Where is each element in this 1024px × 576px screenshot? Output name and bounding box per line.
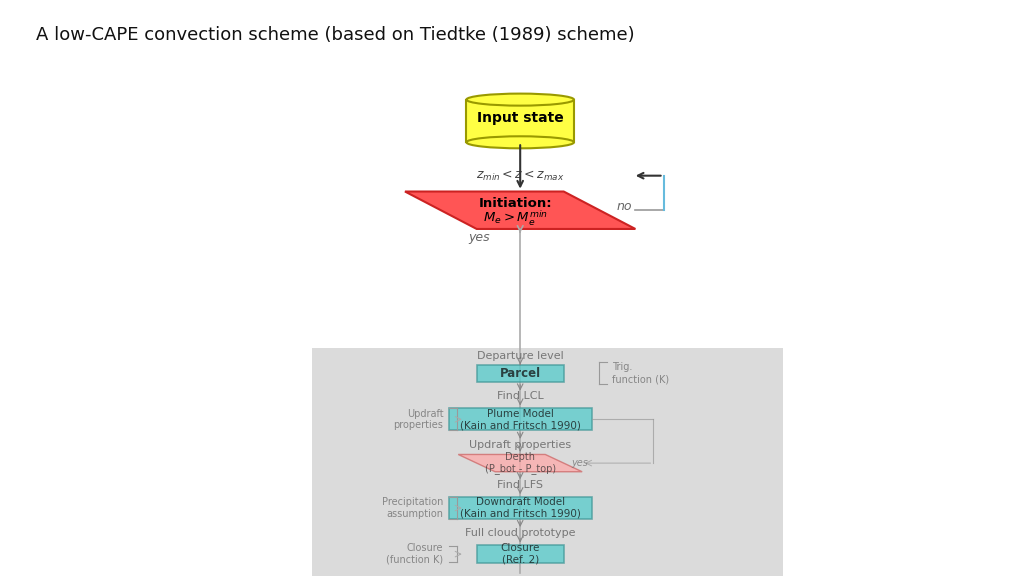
FancyBboxPatch shape bbox=[477, 545, 563, 563]
FancyBboxPatch shape bbox=[449, 408, 592, 430]
Text: no: no bbox=[616, 200, 632, 213]
Ellipse shape bbox=[467, 137, 573, 149]
Text: Depth
(P_bot - P_top): Depth (P_bot - P_top) bbox=[484, 452, 556, 475]
Polygon shape bbox=[459, 454, 582, 472]
Text: Closure
(function K): Closure (function K) bbox=[386, 543, 443, 565]
Text: Updraft properties: Updraft properties bbox=[469, 439, 571, 450]
Text: Initiation:: Initiation: bbox=[478, 197, 552, 210]
Ellipse shape bbox=[467, 93, 573, 105]
Text: Plume Model
(Kain and Fritsch 1990): Plume Model (Kain and Fritsch 1990) bbox=[460, 408, 581, 430]
Text: Closure
(Ref. 2): Closure (Ref. 2) bbox=[501, 543, 540, 565]
Text: yes: yes bbox=[468, 231, 489, 244]
Text: Find LCL: Find LCL bbox=[497, 391, 544, 401]
FancyBboxPatch shape bbox=[449, 497, 592, 519]
Text: $z_{min} < z < z_{max}$: $z_{min} < z < z_{max}$ bbox=[476, 169, 564, 183]
Text: A low-CAPE convection scheme (based on Tiedtke (1989) scheme): A low-CAPE convection scheme (based on T… bbox=[36, 26, 635, 44]
Text: Find LFS: Find LFS bbox=[498, 480, 543, 490]
Text: Input state: Input state bbox=[477, 111, 563, 125]
Text: Precipitation
assumption: Precipitation assumption bbox=[382, 497, 443, 519]
Text: $M_e > M_e^{min}$: $M_e > M_e^{min}$ bbox=[482, 209, 548, 228]
Text: Departure level: Departure level bbox=[477, 351, 563, 361]
FancyBboxPatch shape bbox=[477, 365, 563, 382]
Text: Updraft
properties: Updraft properties bbox=[393, 408, 443, 430]
Text: Full cloud prototype: Full cloud prototype bbox=[465, 528, 575, 538]
Text: Parcel: Parcel bbox=[500, 367, 541, 380]
Bar bbox=[312, 348, 783, 576]
Text: Downdraft Model
(Kain and Fritsch 1990): Downdraft Model (Kain and Fritsch 1990) bbox=[460, 497, 581, 519]
Text: yes: yes bbox=[571, 458, 588, 468]
Text: Trig.
function (K): Trig. function (K) bbox=[612, 362, 670, 384]
Bar bbox=[467, 100, 573, 142]
Polygon shape bbox=[404, 191, 635, 229]
